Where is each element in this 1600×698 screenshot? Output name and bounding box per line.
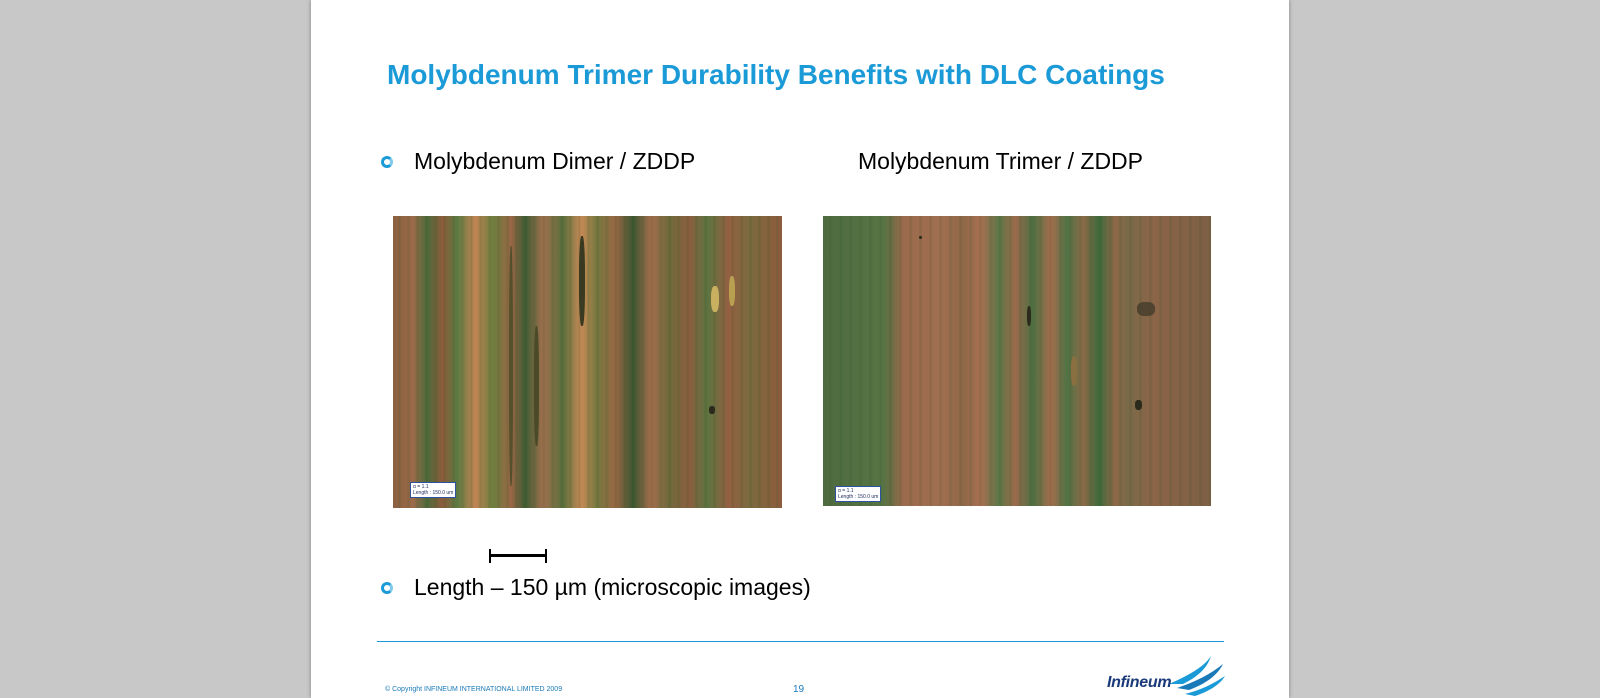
bullet-text: Molybdenum Dimer / ZDDP [414,148,696,174]
trimer-label: Molybdenum Trimer / ZDDP [858,148,1144,174]
micrograph-texture-overlay [393,216,782,508]
bullet-icon [381,155,393,168]
bullet-icon [381,581,393,594]
slide-title: Molybdenum Trimer Durability Benefits wi… [387,59,1165,90]
slide-page: Molybdenum Trimer Durability Benefits wi… [311,0,1289,698]
micrograph-scale-tag: α = 1.1 Length : 150.0 um [410,482,457,498]
micrograph-dimer: α = 1.1 Length : 150.0 um [393,216,782,508]
micrograph-trimer: α = 1.1 Length : 150.0 um [823,216,1211,506]
swirl-logo-icon [1169,656,1225,696]
micrograph-texture [393,216,782,508]
page-number: 19 [793,684,805,695]
bullet-item-dimer: Molybdenum Dimer / ZDDP [381,148,695,175]
tag-line: Length : 150.0 um [838,494,879,500]
scale-bar [489,549,547,563]
copyright-text: © Copyright INFINEUM INTERNATIONAL LIMIT… [385,686,563,693]
wear-debris [1071,356,1077,386]
wear-debris [919,236,922,239]
wear-debris [729,276,735,306]
wear-debris [711,286,719,312]
bullet-text: Length – 150 µm (microscopic images) [414,574,811,600]
tag-line: α = 1.1 [413,484,429,490]
micrograph-texture [823,216,1211,506]
bullet-item-length: Length – 150 µm (microscopic images) [381,574,811,601]
tag-line: α = 1.1 [838,488,854,494]
micrograph-texture-overlay [823,216,1211,506]
wear-debris [579,236,585,326]
wear-debris [709,406,715,414]
logo-text: Infineum [1107,674,1172,691]
tag-line: Length : 150.0 um [413,490,454,496]
wear-debris [1137,302,1155,316]
micrograph-scale-tag: α = 1.1 Length : 150.0 um [835,486,882,502]
infineum-logo: Infineum [1107,654,1227,698]
wear-debris [509,246,513,486]
wear-debris [1027,306,1031,326]
footer-divider [377,641,1224,642]
wear-debris [1135,400,1142,410]
wear-debris [534,326,539,446]
